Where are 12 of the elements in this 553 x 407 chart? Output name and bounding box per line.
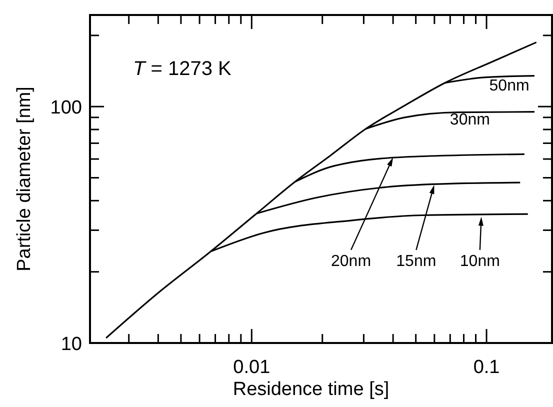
annotation: T = 1273 K	[133, 58, 232, 80]
x-axis-title: Residence time [s]	[232, 379, 390, 400]
series-label: 50nm	[489, 77, 530, 94]
y-axis-title: Particle diameter [nm]	[14, 86, 35, 272]
annotation: 15nm	[396, 252, 436, 270]
x-tick-label: 0.1	[473, 357, 500, 378]
series-label: 30nm	[450, 111, 490, 128]
y-tick-label: 100	[50, 98, 82, 119]
y-tick-label: 10	[60, 334, 82, 355]
annotation: 10nm	[460, 252, 500, 270]
annotation: 20nm	[331, 252, 372, 270]
x-tick-label: 0.01	[233, 357, 270, 378]
